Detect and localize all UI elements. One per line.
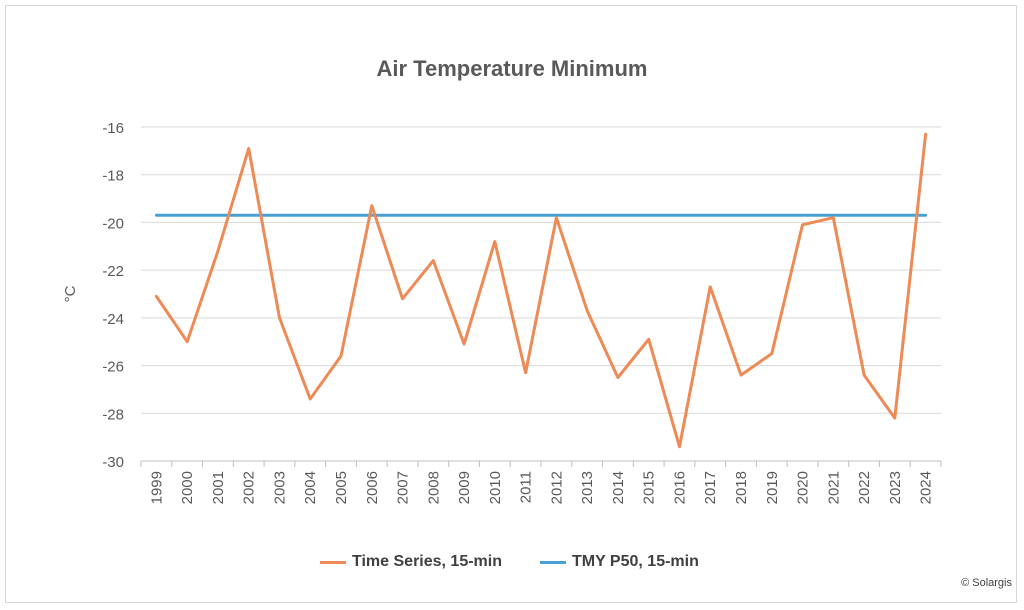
y-tick-label: -18 — [102, 168, 124, 185]
legend-item-time-series: Time Series, 15-min — [320, 553, 502, 571]
series-line-time-series — [154, 132, 928, 449]
x-tick-label: 2006 — [364, 471, 381, 504]
x-tick-label: 2018 — [733, 471, 750, 504]
x-tick-label: 2014 — [610, 471, 627, 504]
x-tick-label: 2003 — [271, 471, 288, 504]
x-tick-label: 2021 — [825, 471, 842, 504]
x-tick-label: 2002 — [241, 471, 258, 504]
x-tick-label: 2001 — [210, 471, 227, 504]
y-tick-label: -30 — [102, 454, 124, 471]
legend: Time Series, 15-min TMY P50, 15-min — [0, 553, 1024, 575]
legend-label-tmy-p50: TMY P50, 15-min — [572, 553, 699, 570]
x-tick-label: 2017 — [702, 471, 719, 504]
x-tick-label: 2008 — [425, 471, 442, 504]
x-tick-label: 2010 — [487, 471, 504, 504]
x-tick-label: 2019 — [764, 471, 781, 504]
x-tick-label: 2016 — [671, 471, 688, 504]
y-tick-label: -26 — [102, 359, 124, 376]
y-tick-label: -28 — [102, 406, 124, 423]
y-tick-label: -22 — [102, 263, 124, 280]
x-tick-label: 2004 — [302, 471, 319, 504]
x-tick-label: 2022 — [856, 471, 873, 504]
legend-swatch-tmy-p50 — [540, 560, 566, 564]
x-tick-label: 2005 — [333, 471, 350, 504]
x-tick-label: 2023 — [887, 471, 904, 504]
x-tick-label: 2000 — [179, 471, 196, 504]
y-axis-label: °C — [62, 285, 79, 302]
x-tick-label: 2009 — [456, 471, 473, 504]
legend-swatch-time-series — [320, 560, 346, 564]
x-tick-label: 2015 — [641, 471, 658, 504]
x-tick-label: 2012 — [548, 471, 565, 504]
y-tick-label: -16 — [102, 120, 124, 137]
legend-label-time-series: Time Series, 15-min — [352, 553, 502, 570]
legend-item-tmy-p50: TMY P50, 15-min — [540, 553, 699, 571]
x-tick-label: 2024 — [918, 471, 935, 504]
x-tick-label: 2007 — [395, 471, 412, 504]
x-tick-label: 2020 — [795, 471, 812, 504]
chart-title: Air Temperature Minimum — [376, 56, 648, 81]
y-tick-label: -24 — [102, 311, 124, 328]
copyright-notice: © Solargis — [961, 577, 1012, 589]
y-tick-label: -20 — [102, 215, 124, 232]
x-tick-label: 2011 — [518, 471, 535, 503]
x-tick-label: 2013 — [579, 471, 596, 504]
x-tick-label: 1999 — [148, 471, 165, 504]
